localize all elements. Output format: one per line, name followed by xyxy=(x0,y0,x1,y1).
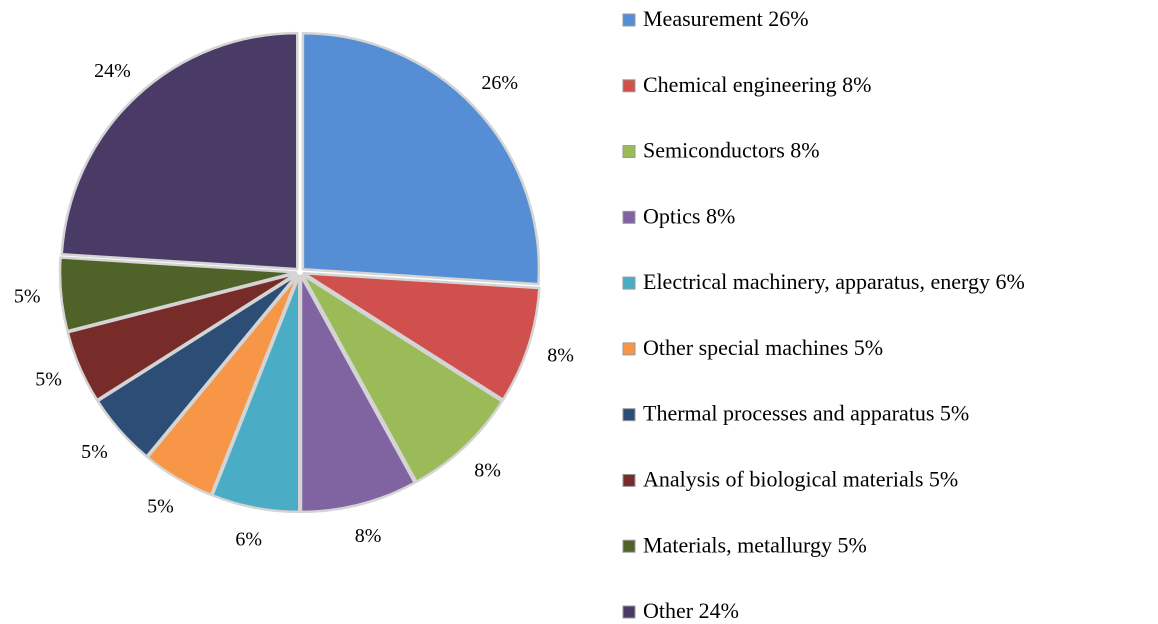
legend-swatch xyxy=(622,342,636,356)
legend-swatch xyxy=(622,408,636,422)
legend-swatch xyxy=(622,473,636,487)
pie-slice xyxy=(96,273,299,458)
legend-label: Other 24% xyxy=(643,598,739,623)
data-label: 8% xyxy=(355,525,382,547)
legend-swatch xyxy=(622,79,636,93)
data-label: 6% xyxy=(235,529,262,551)
data-label: 5% xyxy=(35,368,62,390)
legend-swatch xyxy=(622,13,636,27)
pie-slice xyxy=(60,31,299,271)
pie-slice xyxy=(301,273,504,483)
pie-slice xyxy=(211,274,301,514)
data-label: 8% xyxy=(547,344,574,366)
data-label: 26% xyxy=(481,72,518,94)
legend-label: Optics 8% xyxy=(643,203,735,228)
legend-label: Semiconductors 8% xyxy=(643,138,820,163)
legend-label: Thermal processes and apparatus 5% xyxy=(643,401,969,426)
data-label: 5% xyxy=(147,495,174,517)
legend-label: Chemical engineering 8% xyxy=(643,72,871,97)
legend-swatch xyxy=(622,539,636,553)
pie-slice xyxy=(299,274,416,514)
legend-swatch xyxy=(622,145,636,159)
data-label: 8% xyxy=(474,459,501,481)
pie-slice xyxy=(302,271,541,401)
pie-slice xyxy=(146,274,300,497)
legend-label: Materials, metallurgy 5% xyxy=(643,532,867,557)
pie-slice xyxy=(301,32,541,286)
legend-label: Electrical machinery, apparatus, energy … xyxy=(643,269,1025,294)
data-label: 5% xyxy=(14,285,41,307)
legend-label: Measurement 26% xyxy=(643,6,809,31)
legend-label: Analysis of biological materials 5% xyxy=(643,466,958,491)
legend-label: Other special machines 5% xyxy=(643,335,883,360)
data-label: 24% xyxy=(94,60,131,82)
pie-slice xyxy=(58,256,298,333)
data-label: 5% xyxy=(81,441,108,463)
legend-swatch xyxy=(622,605,636,619)
legend-swatch xyxy=(622,276,636,290)
pie-slice xyxy=(66,272,298,402)
legend-swatch xyxy=(622,210,636,224)
